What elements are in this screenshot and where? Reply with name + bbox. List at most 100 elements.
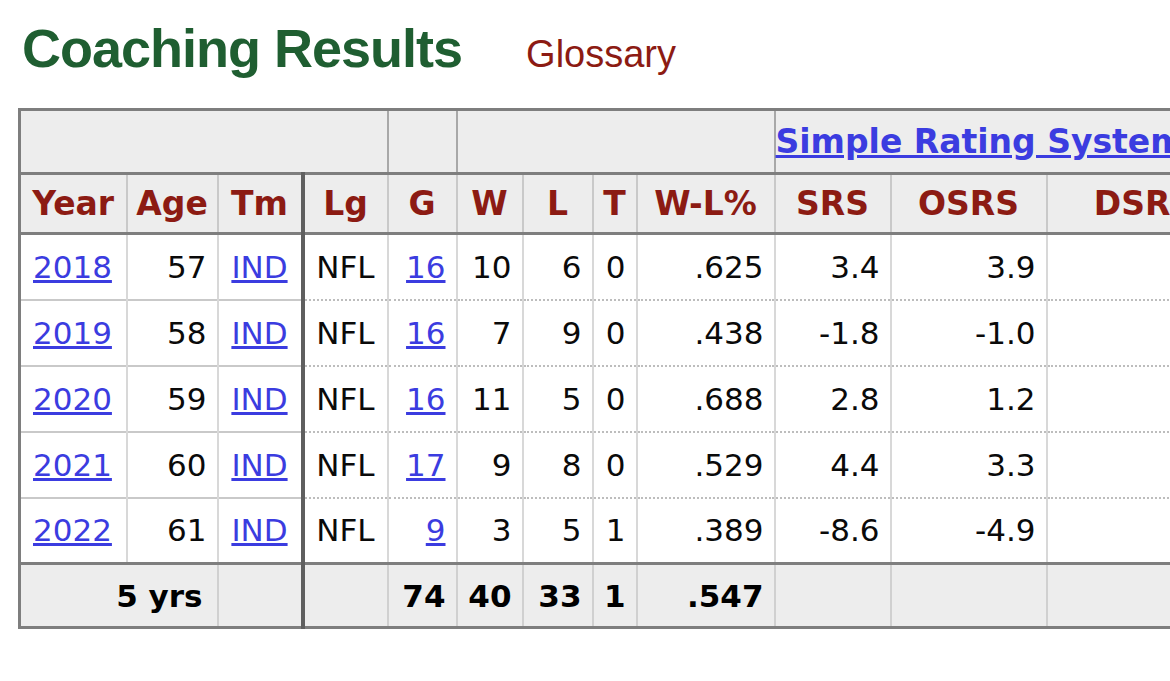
dsrs-cell: -0.8 [1047, 300, 1170, 366]
year-link[interactable]: 2020 [33, 381, 112, 417]
wins-cell: 9 [457, 432, 523, 498]
league-cell: NFL [303, 366, 388, 432]
ties-cell: 0 [593, 234, 637, 300]
column-header-row: Year Age Tm Lg G W L T W-L% SRS OSRS DSR… [20, 174, 1170, 234]
group-header-blank [457, 110, 775, 174]
year-link[interactable]: 2019 [33, 315, 112, 351]
dsrs-cell: 1.1 [1047, 432, 1170, 498]
team-link[interactable]: IND [231, 381, 287, 417]
team-link[interactable]: IND [231, 447, 287, 483]
dsrs-cell: -3.7 [1047, 498, 1170, 564]
col-header-tm[interactable]: Tm [218, 174, 303, 234]
page-title: Coaching Results [22, 16, 462, 80]
srs-cell: -8.6 [775, 498, 891, 564]
age-cell: 61 [127, 498, 218, 564]
group-header-srs: Simple Rating System (SRS) [775, 110, 1170, 174]
losses-cell: 8 [523, 432, 593, 498]
totals-label: 5 yrs [20, 564, 218, 628]
col-header-l[interactable]: L [523, 174, 593, 234]
games-cell: 17 [388, 432, 457, 498]
srs-cell: -1.8 [775, 300, 891, 366]
games-link[interactable]: 16 [406, 381, 445, 417]
group-header-row: Simple Rating System (SRS) [20, 110, 1170, 174]
losses-cell: 9 [523, 300, 593, 366]
team-link[interactable]: IND [231, 315, 287, 351]
col-header-srs[interactable]: SRS [775, 174, 891, 234]
team-cell: IND [218, 432, 303, 498]
wl-pct-cell: .625 [637, 234, 775, 300]
games-cell: 9 [388, 498, 457, 564]
year-link[interactable]: 2018 [33, 249, 112, 285]
totals-ties-cell: 1 [593, 564, 637, 628]
age-cell: 59 [127, 366, 218, 432]
year-link[interactable]: 2021 [33, 447, 112, 483]
wl-pct-cell: .389 [637, 498, 775, 564]
col-header-osrs[interactable]: OSRS [891, 174, 1047, 234]
osrs-cell: 3.9 [891, 234, 1047, 300]
year-link[interactable]: 2022 [33, 512, 112, 548]
losses-cell: 5 [523, 366, 593, 432]
osrs-cell: 3.3 [891, 432, 1047, 498]
wins-cell: 10 [457, 234, 523, 300]
age-cell: 60 [127, 432, 218, 498]
srs-cell: 4.4 [775, 432, 891, 498]
wl-pct-cell: .688 [637, 366, 775, 432]
srs-cell: 2.8 [775, 366, 891, 432]
year-cell: 2020 [20, 366, 127, 432]
age-cell: 57 [127, 234, 218, 300]
ties-cell: 1 [593, 498, 637, 564]
games-link[interactable]: 9 [426, 512, 446, 548]
group-header-blank [388, 110, 457, 174]
wins-cell: 3 [457, 498, 523, 564]
team-cell: IND [218, 498, 303, 564]
group-header-blank [20, 110, 388, 174]
osrs-cell: 1.2 [891, 366, 1047, 432]
glossary-link[interactable]: Glossary [526, 33, 676, 76]
wl-pct-cell: .529 [637, 432, 775, 498]
games-link[interactable]: 16 [406, 315, 445, 351]
totals-osrs-cell [891, 564, 1047, 628]
league-cell: NFL [303, 432, 388, 498]
table-row: 2021 60 IND NFL 17 9 8 0 .529 4.4 3.3 1.… [20, 432, 1170, 498]
team-cell: IND [218, 366, 303, 432]
totals-games-cell: 74 [388, 564, 457, 628]
team-cell: IND [218, 300, 303, 366]
osrs-cell: -1.0 [891, 300, 1047, 366]
year-cell: 2022 [20, 498, 127, 564]
simple-rating-system-link[interactable]: Simple Rating System (SRS) [776, 122, 1170, 161]
wins-cell: 7 [457, 300, 523, 366]
col-header-year[interactable]: Year [20, 174, 127, 234]
games-cell: 16 [388, 234, 457, 300]
wl-pct-cell: .438 [637, 300, 775, 366]
dsrs-cell: -0.5 [1047, 234, 1170, 300]
table-row: 2022 61 IND NFL 9 3 5 1 .389 -8.6 -4.9 -… [20, 498, 1170, 564]
league-cell: NFL [303, 300, 388, 366]
totals-wins-cell: 40 [457, 564, 523, 628]
team-link[interactable]: IND [231, 512, 287, 548]
col-header-dsrs[interactable]: DSRS [1047, 174, 1170, 234]
col-header-t[interactable]: T [593, 174, 637, 234]
year-cell: 2019 [20, 300, 127, 366]
totals-team-cell [218, 564, 303, 628]
col-header-age[interactable]: Age [127, 174, 218, 234]
team-link[interactable]: IND [231, 249, 287, 285]
games-link[interactable]: 16 [406, 249, 445, 285]
table-row: 2019 58 IND NFL 16 7 9 0 .438 -1.8 -1.0 … [20, 300, 1170, 366]
totals-dsrs-cell [1047, 564, 1170, 628]
year-cell: 2021 [20, 432, 127, 498]
col-header-wl-pct[interactable]: W-L% [637, 174, 775, 234]
totals-wl-pct-cell: .547 [637, 564, 775, 628]
losses-cell: 5 [523, 498, 593, 564]
col-header-lg[interactable]: Lg [303, 174, 388, 234]
totals-league-cell [303, 564, 388, 628]
dsrs-cell: 1.6 [1047, 366, 1170, 432]
table-row: 2018 57 IND NFL 16 10 6 0 .625 3.4 3.9 -… [20, 234, 1170, 300]
ties-cell: 0 [593, 366, 637, 432]
srs-cell: 3.4 [775, 234, 891, 300]
col-header-w[interactable]: W [457, 174, 523, 234]
ties-cell: 0 [593, 300, 637, 366]
games-link[interactable]: 17 [406, 447, 445, 483]
ties-cell: 0 [593, 432, 637, 498]
col-header-g[interactable]: G [388, 174, 457, 234]
title-bar: Coaching Results Glossary [0, 0, 1170, 80]
